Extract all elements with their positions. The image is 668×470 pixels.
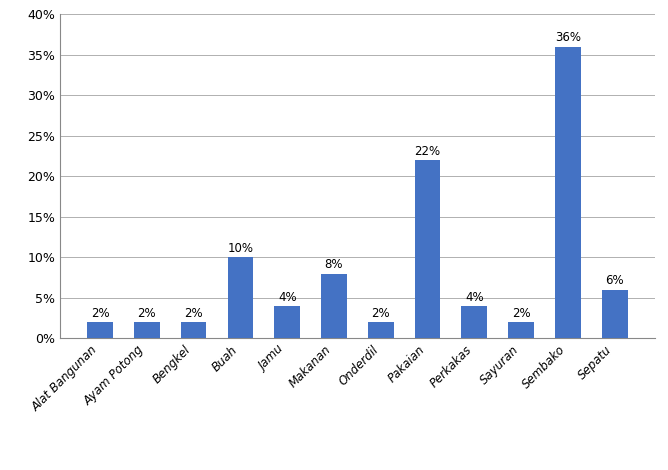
Bar [555, 47, 580, 338]
Text: 2%: 2% [184, 307, 203, 320]
Bar [275, 306, 300, 338]
Bar [87, 322, 113, 338]
Bar [134, 322, 160, 338]
Text: 10%: 10% [227, 242, 253, 255]
Text: 6%: 6% [605, 274, 624, 287]
Text: 2%: 2% [91, 307, 110, 320]
Text: 4%: 4% [278, 290, 297, 304]
Bar [321, 274, 347, 338]
Bar [602, 290, 628, 338]
Bar [181, 322, 206, 338]
Bar [508, 322, 534, 338]
Bar [228, 258, 253, 338]
Bar [368, 322, 393, 338]
Bar [415, 160, 440, 338]
Text: 2%: 2% [371, 307, 390, 320]
Text: 36%: 36% [555, 31, 581, 44]
Text: 2%: 2% [138, 307, 156, 320]
Text: 2%: 2% [512, 307, 530, 320]
Text: 4%: 4% [465, 290, 484, 304]
Text: 22%: 22% [415, 145, 441, 157]
Text: 8%: 8% [325, 258, 343, 271]
Bar [462, 306, 487, 338]
